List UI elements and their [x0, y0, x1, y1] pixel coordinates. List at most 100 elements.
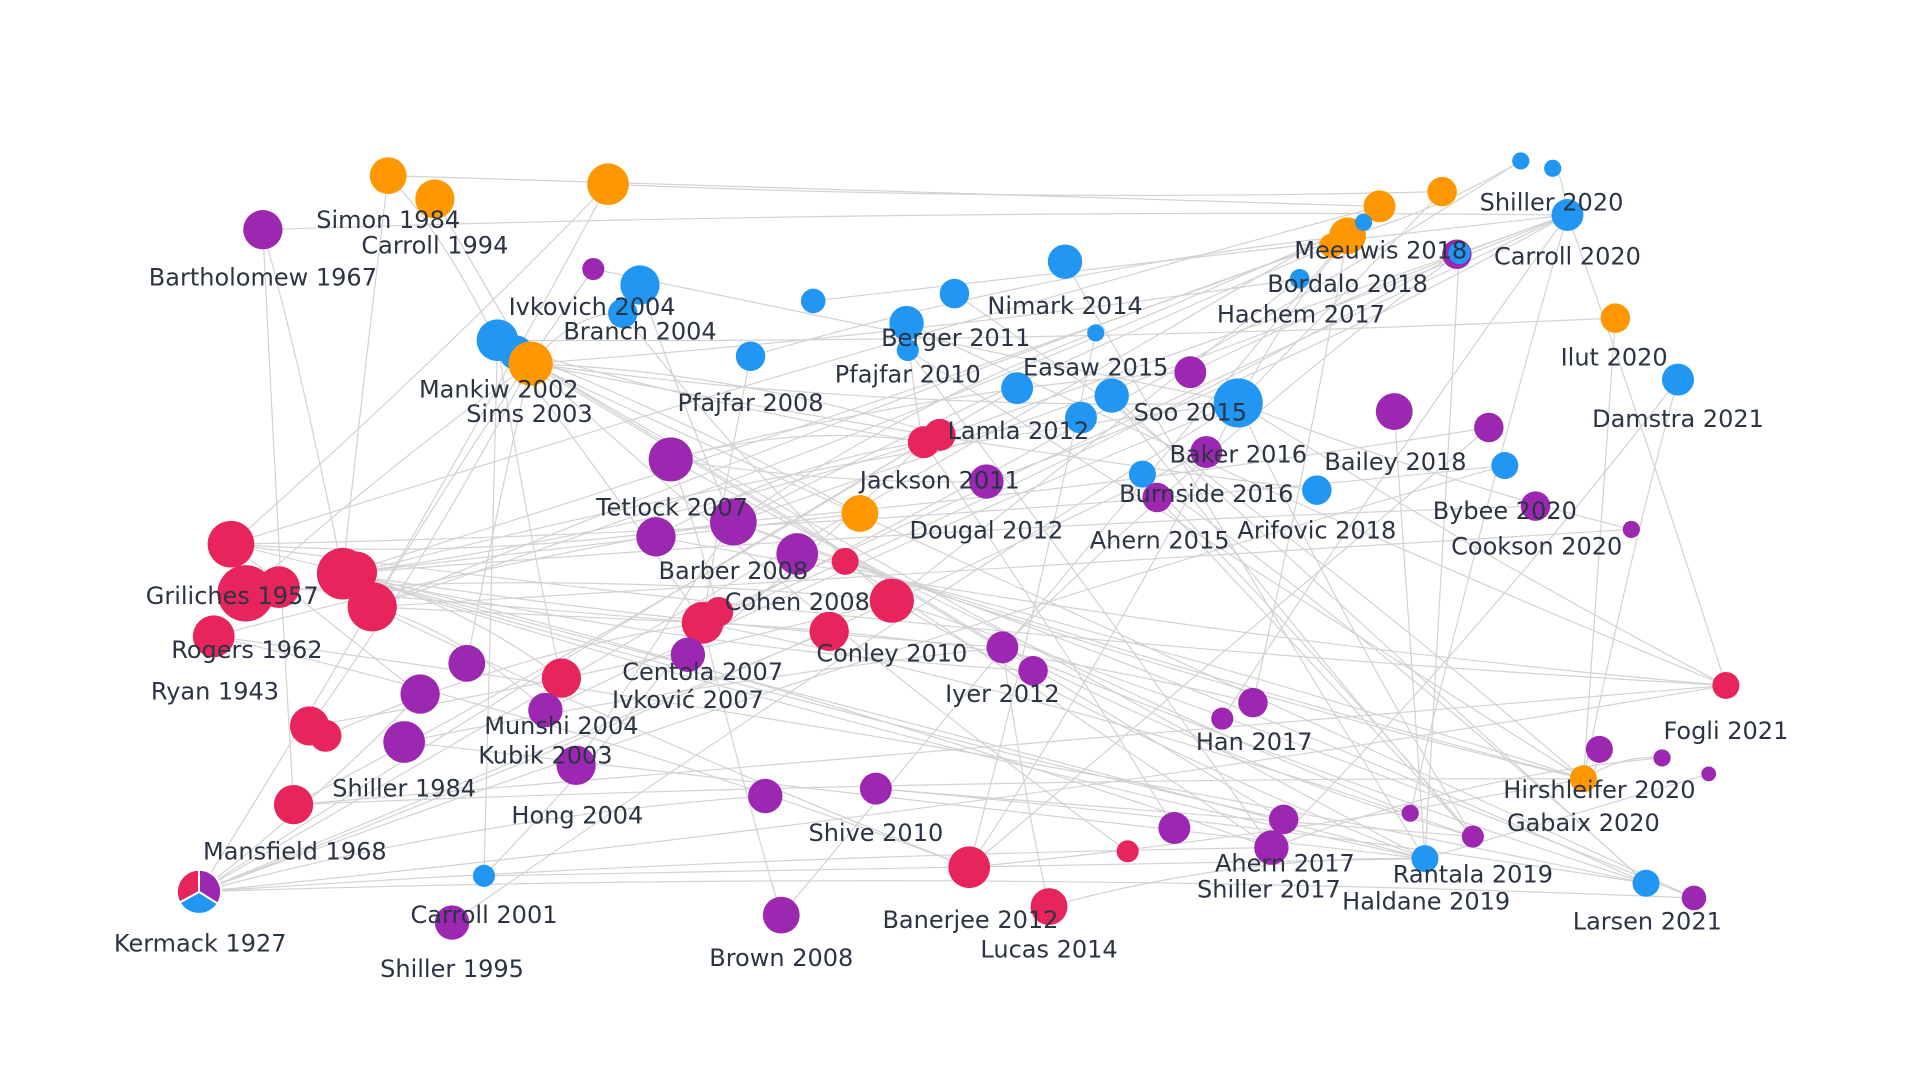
paper-node[interactable]: [556, 745, 596, 785]
paper-node[interactable]: [415, 179, 455, 219]
paper-node[interactable]: [582, 257, 605, 281]
paper-node[interactable]: [800, 288, 826, 314]
paper-node[interactable]: [776, 533, 819, 575]
paper-node[interactable]: [1094, 378, 1129, 413]
paper-node[interactable]: [1701, 766, 1717, 782]
paper-node[interactable]: [1474, 412, 1504, 443]
paper-node[interactable]: [1520, 491, 1551, 521]
paper-node[interactable]: [1319, 233, 1344, 258]
paper-node[interactable]: [1190, 436, 1223, 469]
paper-node[interactable]: [1065, 401, 1097, 434]
paper-node[interactable]: [896, 339, 919, 362]
paper-node[interactable]: [1569, 765, 1597, 793]
paper-node[interactable]: [1254, 830, 1289, 865]
paper-node[interactable]: [1174, 356, 1207, 389]
paper-node[interactable]: [859, 772, 892, 805]
paper-node[interactable]: [192, 615, 235, 658]
paper-node[interactable]: [748, 778, 783, 814]
paper-node[interactable]: [1302, 475, 1332, 505]
paper-node[interactable]: [841, 495, 879, 532]
paper-node[interactable]: [541, 658, 582, 698]
paper-node[interactable]: [923, 418, 956, 451]
paper-node[interactable]: [273, 784, 314, 825]
paper-node[interactable]: [1213, 378, 1263, 428]
paper-node[interactable]: [1585, 735, 1613, 763]
paper-label: Bybee 2020: [1433, 497, 1577, 525]
paper-node-pie[interactable]: [175, 868, 223, 915]
paper-node[interactable]: [1512, 152, 1530, 170]
paper-node[interactable]: [1622, 520, 1640, 539]
paper-node[interactable]: [710, 498, 757, 546]
paper-node[interactable]: [508, 341, 553, 386]
paper-node[interactable]: [1401, 804, 1419, 822]
paper-node[interactable]: [309, 719, 342, 752]
paper-node[interactable]: [1375, 393, 1413, 430]
paper-node[interactable]: [1268, 804, 1299, 835]
paper-node[interactable]: [1681, 885, 1707, 911]
paper-node[interactable]: [1427, 176, 1457, 207]
paper-node[interactable]: [1461, 825, 1484, 848]
paper-node[interactable]: [207, 520, 255, 568]
paper-node[interactable]: [434, 905, 470, 940]
paper-node[interactable]: [1544, 159, 1562, 177]
paper-node[interactable]: [1551, 199, 1584, 231]
paper-node[interactable]: [347, 582, 397, 632]
paper-node[interactable]: [1632, 869, 1660, 897]
paper-node[interactable]: [1289, 269, 1310, 289]
paper-node[interactable]: [969, 464, 1004, 499]
paper-node[interactable]: [1116, 840, 1139, 863]
paper-node[interactable]: [1600, 303, 1631, 333]
paper-node[interactable]: [889, 305, 924, 341]
paper-node[interactable]: [986, 631, 1019, 664]
paper-node[interactable]: [1712, 671, 1740, 699]
paper-node[interactable]: [1211, 707, 1234, 730]
paper-node[interactable]: [636, 517, 676, 557]
paper-node[interactable]: [1128, 460, 1156, 488]
paper-node[interactable]: [335, 551, 378, 594]
paper-node[interactable]: [608, 298, 638, 328]
paper-node[interactable]: [448, 644, 486, 682]
paper-node[interactable]: [809, 611, 849, 652]
paper-node[interactable]: [1018, 655, 1048, 686]
paper-node[interactable]: [735, 341, 766, 371]
citation-edge: [702, 622, 1474, 838]
paper-node[interactable]: [620, 265, 660, 305]
paper-node[interactable]: [939, 278, 970, 309]
citation-edge: [575, 521, 734, 766]
paper-node[interactable]: [1158, 811, 1191, 844]
paper-node[interactable]: [1142, 482, 1172, 513]
paper-node[interactable]: [528, 692, 563, 728]
paper-node[interactable]: [948, 846, 991, 889]
paper-node[interactable]: [400, 674, 440, 714]
paper-node[interactable]: [762, 896, 800, 934]
paper-node[interactable]: [831, 547, 859, 575]
paper-node[interactable]: [1363, 190, 1396, 223]
citation-edge: [907, 349, 1272, 848]
paper-node[interactable]: [1448, 241, 1471, 265]
paper-node[interactable]: [472, 864, 496, 887]
paper-node[interactable]: [1001, 372, 1034, 405]
paper-label: Shive 2010: [808, 819, 943, 847]
paper-node[interactable]: [670, 637, 706, 672]
paper-node[interactable]: [1030, 888, 1068, 925]
citation-edge: [372, 221, 1364, 608]
paper-node[interactable]: [1653, 749, 1671, 767]
paper-node[interactable]: [243, 210, 283, 250]
paper-node[interactable]: [648, 437, 693, 482]
paper-node[interactable]: [1087, 324, 1105, 342]
paper-node[interactable]: [1662, 363, 1694, 396]
paper-node[interactable]: [1491, 452, 1519, 480]
citation-edge: [371, 268, 594, 608]
paper-node[interactable]: [703, 597, 734, 627]
paper-node[interactable]: [587, 163, 629, 206]
paper-node[interactable]: [869, 578, 914, 623]
nodes-layer: [175, 152, 1740, 940]
paper-node[interactable]: [1354, 213, 1373, 231]
paper-node[interactable]: [1238, 687, 1268, 718]
paper-node[interactable]: [369, 157, 407, 195]
paper-node[interactable]: [1411, 845, 1439, 873]
paper-node[interactable]: [383, 721, 426, 763]
paper-node[interactable]: [1047, 244, 1083, 279]
citation-edge: [497, 317, 1616, 342]
paper-node[interactable]: [257, 566, 300, 609]
